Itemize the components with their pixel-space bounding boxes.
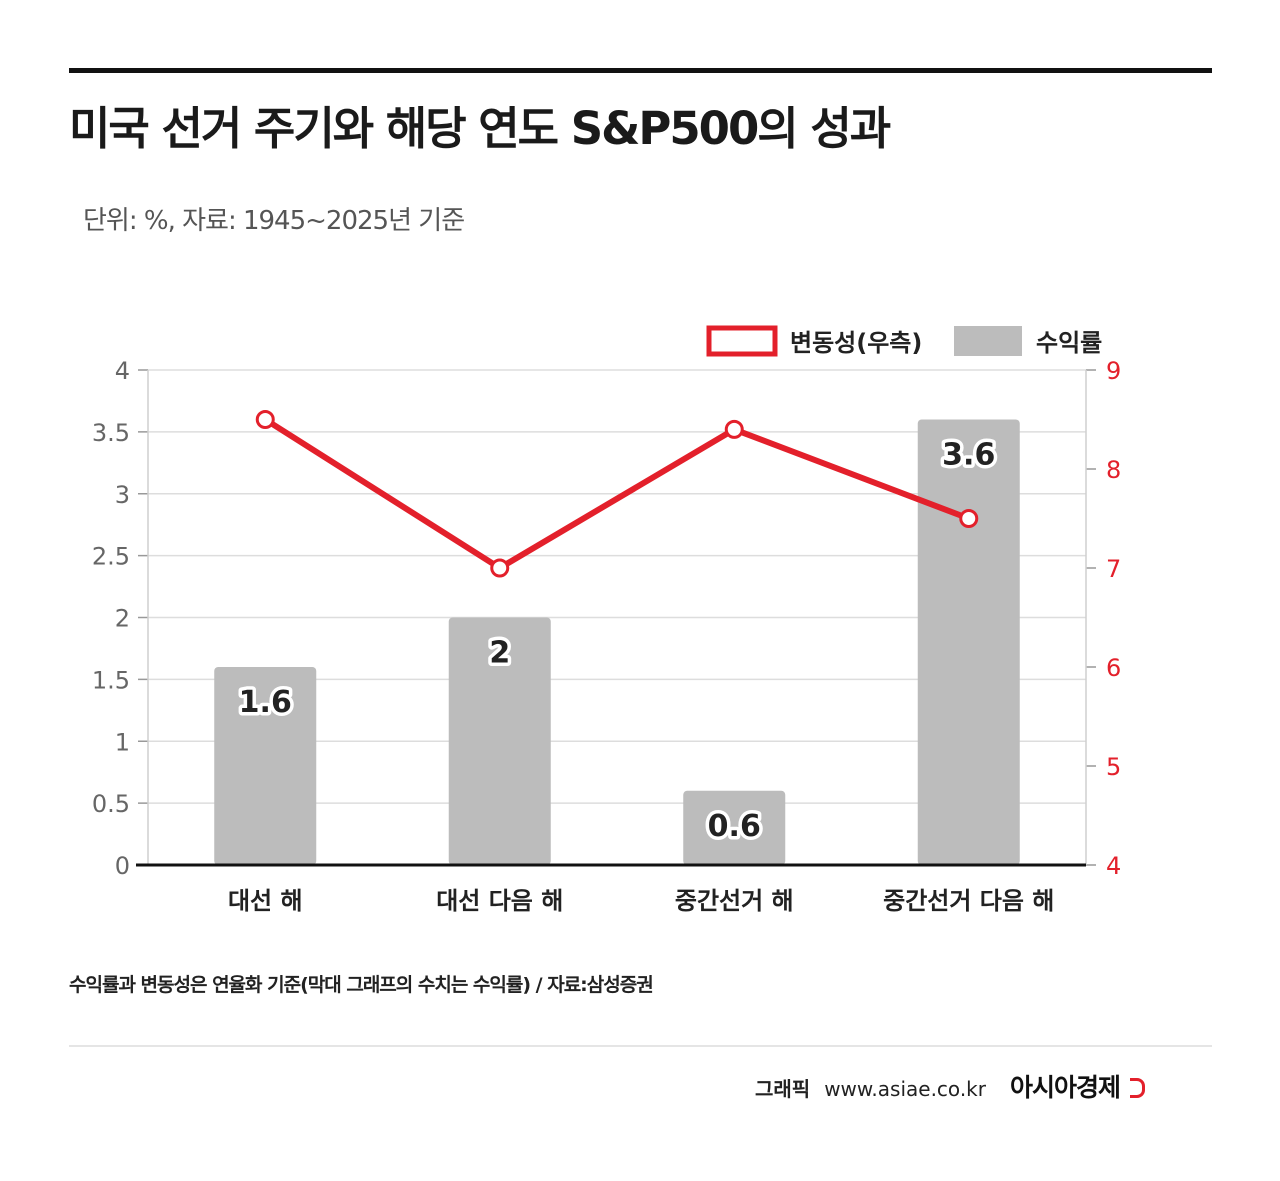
y-right-tick-label: 5 — [1106, 753, 1121, 781]
bottom-rule — [69, 1045, 1212, 1047]
legend-label-line: 변동성(우측) — [790, 329, 922, 357]
volatility-point — [490, 558, 510, 578]
legend-label-bar: 수익률 — [1036, 329, 1102, 357]
x-category-label: 대선 다음 해 — [436, 887, 563, 915]
bar-data-label: 2 — [489, 636, 510, 671]
credit-url[interactable]: www.asiae.co.kr — [824, 1077, 986, 1101]
bar — [214, 667, 317, 865]
brand-mark-icon — [1130, 1078, 1145, 1098]
volatility-point — [255, 410, 275, 429]
brand-logo: 아시아경제 — [1009, 1073, 1121, 1102]
y-right-tick-label: 7 — [1106, 555, 1121, 583]
bar-data-label: 1.6 — [239, 685, 292, 720]
y-left-tick-label: 3.5 — [92, 419, 130, 447]
y-left-tick-label: 4 — [115, 357, 130, 385]
line-series — [255, 410, 979, 578]
legend-swatch-bar — [954, 326, 1022, 356]
chart-area: 0 0.5 1 1.5 2 2.5 3 3.5 4 4 5 6 7 8 9 1.6 2 0.6 3.6 대선 해 대선… — [92, 325, 1121, 915]
labels: 1.6 2 0.6 3.6 대선 해 대선 다음 해 중간선거 해 중간선거 다음 해 — [228, 434, 1054, 915]
y-left-tick-label: 2.5 — [92, 543, 130, 571]
y-right-tick-label: 6 — [1106, 654, 1121, 682]
chart-title: 미국 선거 주기와 해당 연도 S&P500의 성과 — [69, 102, 891, 155]
x-category-label: 중간선거 다음 해 — [883, 887, 1054, 915]
bar — [683, 790, 786, 865]
footnote: 수익률과 변동성은 연율화 기준(막대 그래프의 수치는 수익률) / 자료:삼… — [69, 974, 654, 996]
bar — [917, 419, 1020, 865]
bar-data-label: 3.6 — [942, 438, 995, 473]
y-left-tick-label: 2 — [115, 605, 130, 633]
axes: 0 0.5 1 1.5 2 2.5 3 3.5 4 4 5 6 7 8 9 — [92, 357, 1121, 880]
volatility-point — [724, 419, 744, 439]
bar — [448, 617, 551, 865]
bars — [214, 419, 1020, 865]
y-left-tick-label: 1.5 — [92, 666, 130, 694]
chart-subtitle: 단위: %, 자료: 1945~2025년 기준 — [83, 206, 465, 236]
x-category-label: 중간선거 해 — [675, 887, 794, 915]
x-category-label: 대선 해 — [228, 887, 303, 915]
top-rule — [69, 68, 1212, 73]
y-left-tick-label: 0.5 — [92, 790, 130, 818]
y-left-tick-label: 0 — [115, 852, 130, 880]
volatility-line — [263, 416, 970, 572]
bar-data-label: 0.6 — [708, 809, 761, 844]
y-right-tick-label: 9 — [1106, 357, 1121, 385]
y-left-tick-label: 3 — [115, 481, 130, 509]
credit: 그래픽 www.asiae.co.kr 아시아경제 — [754, 1068, 1145, 1104]
y-left-tick-label: 1 — [115, 728, 130, 756]
volatility-point — [959, 509, 979, 528]
legend-swatch-line — [706, 325, 778, 357]
credit-label: 그래픽 — [754, 1077, 811, 1101]
y-right-tick-label: 4 — [1106, 852, 1121, 880]
y-right-tick-label: 8 — [1106, 456, 1121, 484]
legend: 변동성(우측) 수익률 — [706, 325, 1102, 357]
